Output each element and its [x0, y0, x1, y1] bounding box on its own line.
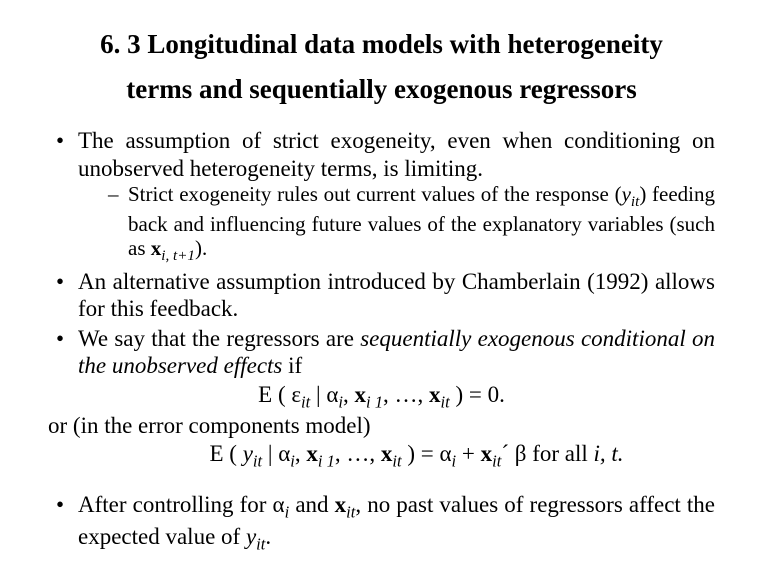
bullet-2: An alternative assumption introduced by … [48, 268, 715, 323]
title-line-2: terms and sequentially exogenous regress… [126, 74, 636, 104]
plain-line-1: or (in the error components model) [48, 413, 715, 439]
bullet-list-2: After controlling for αi and xit, no pas… [48, 491, 715, 554]
spacer [48, 471, 715, 491]
bullet-list: The assumption of strict exogeneity, eve… [48, 127, 715, 380]
sub-list: Strict exogeneity rules out current valu… [108, 182, 715, 265]
title-line-1: 6. 3 Longitudinal data models with heter… [100, 29, 663, 59]
bullet-3: We say that the regressors are sequentia… [48, 325, 715, 380]
bullet-4: After controlling for αi and xit, no pas… [48, 491, 715, 554]
bullet-1: The assumption of strict exogeneity, eve… [48, 127, 715, 265]
sub-bullet-1: Strict exogeneity rules out current valu… [108, 182, 715, 265]
formula-2: E ( yit | αi, xi 1, …, xit ) = αi + xit´… [48, 441, 715, 472]
slide-page: 6. 3 Longitudinal data models with heter… [0, 0, 763, 576]
formula-1: E ( εit | αi, xi 1, …, xit ) = 0. [48, 382, 715, 413]
slide-title: 6. 3 Longitudinal data models with heter… [48, 22, 715, 111]
